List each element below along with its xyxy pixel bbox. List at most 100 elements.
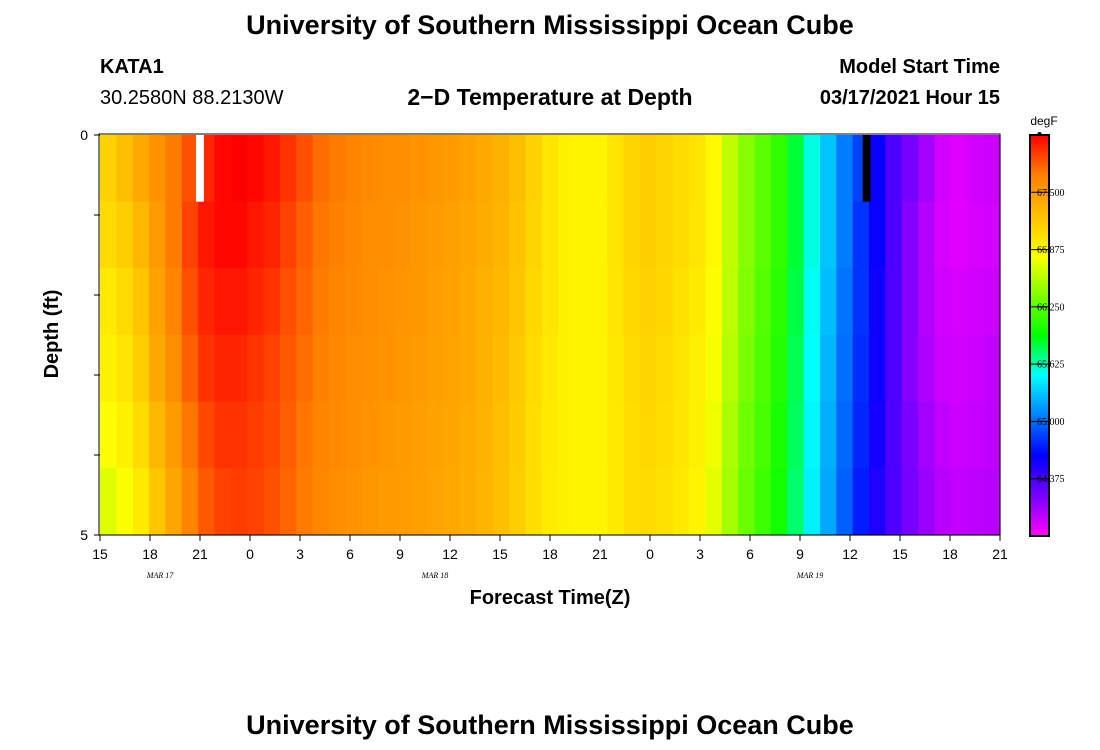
heatmap-cell bbox=[181, 268, 199, 336]
heatmap-cell bbox=[852, 468, 870, 536]
heatmap-cell bbox=[198, 468, 216, 536]
heatmap-cell bbox=[132, 201, 150, 269]
heatmap-cell bbox=[280, 268, 297, 336]
heatmap-cell bbox=[852, 268, 870, 336]
heatmap-cell bbox=[181, 201, 199, 269]
heatmap-cell bbox=[656, 268, 674, 336]
heatmap-cell bbox=[590, 335, 608, 403]
page-title: University of Southern Mississippi Ocean… bbox=[246, 10, 854, 40]
heatmap-cell bbox=[116, 468, 134, 536]
heatmap-cell bbox=[607, 201, 625, 269]
colorbar-tick-label: 64.375 bbox=[1037, 474, 1065, 485]
heatmap-cell bbox=[721, 468, 739, 536]
heatmap-cell bbox=[345, 201, 363, 269]
heatmap-cell bbox=[983, 135, 1001, 203]
station-id: KATA1 bbox=[100, 56, 164, 78]
heatmap-cell bbox=[378, 268, 396, 336]
x-tick-label: 12 bbox=[842, 546, 858, 562]
heatmap-cell bbox=[869, 268, 887, 336]
heatmap-cell bbox=[656, 201, 674, 269]
heatmap-cell bbox=[230, 268, 248, 336]
heatmap-cell bbox=[836, 268, 854, 336]
heatmap-cell bbox=[689, 135, 707, 203]
colorbar-tick-label: 66.875 bbox=[1037, 245, 1065, 256]
heatmap-cell bbox=[214, 468, 232, 536]
heatmap-cell bbox=[443, 401, 461, 469]
heatmap-cell bbox=[476, 268, 494, 336]
heatmap-cell bbox=[214, 401, 232, 469]
y-tick-label: 5 bbox=[80, 527, 88, 543]
heatmap-cell bbox=[754, 201, 772, 269]
heatmap-cell bbox=[165, 335, 183, 403]
x-tick-label: 15 bbox=[492, 546, 508, 562]
heatmap-cell bbox=[885, 135, 903, 203]
colorbar-tick-label: 66.250 bbox=[1037, 302, 1065, 313]
heatmap-cell bbox=[116, 135, 134, 203]
x-tick-label: 18 bbox=[542, 546, 558, 562]
heatmap-cell bbox=[132, 468, 150, 536]
heatmap-cell bbox=[934, 135, 952, 203]
heatmap-cell bbox=[100, 468, 117, 536]
x-tick-label: 15 bbox=[92, 546, 108, 562]
heatmap-cell bbox=[967, 468, 985, 536]
heatmap-cell bbox=[590, 201, 608, 269]
heatmap-cell bbox=[410, 401, 428, 469]
heatmap-cell bbox=[149, 201, 167, 269]
heatmap-cell bbox=[509, 201, 527, 269]
heatmap-cell bbox=[230, 201, 248, 269]
heatmap-marker bbox=[196, 135, 204, 202]
heatmap-cell bbox=[443, 268, 461, 336]
heatmap-cell bbox=[770, 268, 788, 336]
heatmap-cell bbox=[934, 201, 952, 269]
heatmap-cell bbox=[967, 268, 985, 336]
heatmap-cell bbox=[280, 135, 297, 203]
heatmap-cell bbox=[950, 401, 968, 469]
heatmap-cell bbox=[836, 401, 854, 469]
heatmap-cell bbox=[492, 335, 510, 403]
heatmap-cell bbox=[312, 335, 330, 403]
heatmap-cell bbox=[721, 401, 739, 469]
heatmap-cell bbox=[640, 135, 657, 203]
heatmap-cell bbox=[443, 468, 461, 536]
heatmap-cell bbox=[983, 468, 1001, 536]
heatmap-cell bbox=[476, 135, 494, 203]
heatmap-cell bbox=[967, 401, 985, 469]
heatmap-cell bbox=[574, 401, 592, 469]
x-date-label: MAR 19 bbox=[796, 571, 823, 580]
heatmap-cell bbox=[672, 401, 690, 469]
heatmap-cell bbox=[198, 201, 216, 269]
heatmap-cell bbox=[918, 201, 936, 269]
heatmap-cell bbox=[770, 135, 788, 203]
heatmap-cell bbox=[410, 268, 428, 336]
x-tick-label: 6 bbox=[746, 546, 754, 562]
heatmap-cell bbox=[983, 401, 1001, 469]
heatmap-cell bbox=[705, 201, 723, 269]
heatmap-cell bbox=[820, 335, 837, 403]
heatmap-cell bbox=[967, 135, 985, 203]
x-tick-label: 15 bbox=[892, 546, 908, 562]
heatmap-cell bbox=[558, 268, 576, 336]
heatmap-cell bbox=[410, 335, 428, 403]
heatmap-cell bbox=[132, 401, 150, 469]
heatmap-cell bbox=[361, 201, 379, 269]
plot-title: 2−D Temperature at Depth bbox=[407, 84, 693, 110]
heatmap-cell bbox=[623, 468, 641, 536]
heatmap-cell bbox=[852, 335, 870, 403]
heatmap-cell bbox=[247, 335, 265, 403]
heatmap-cell bbox=[656, 401, 674, 469]
x-tick-label: 3 bbox=[296, 546, 304, 562]
heatmap-cell bbox=[378, 201, 396, 269]
heatmap-cell bbox=[689, 401, 707, 469]
heatmap-cell bbox=[296, 201, 314, 269]
heatmap-cell bbox=[345, 335, 363, 403]
heatmap-cell bbox=[689, 268, 707, 336]
colorbar-cap bbox=[1037, 132, 1042, 136]
heatmap-cell bbox=[754, 401, 772, 469]
heatmap-cell bbox=[754, 268, 772, 336]
heatmap-cell bbox=[247, 468, 265, 536]
heatmap-cell bbox=[721, 335, 739, 403]
heatmap-cell bbox=[754, 135, 772, 203]
heatmap-cell bbox=[721, 201, 739, 269]
heatmap-cell bbox=[574, 335, 592, 403]
heatmap-cell bbox=[901, 135, 919, 203]
